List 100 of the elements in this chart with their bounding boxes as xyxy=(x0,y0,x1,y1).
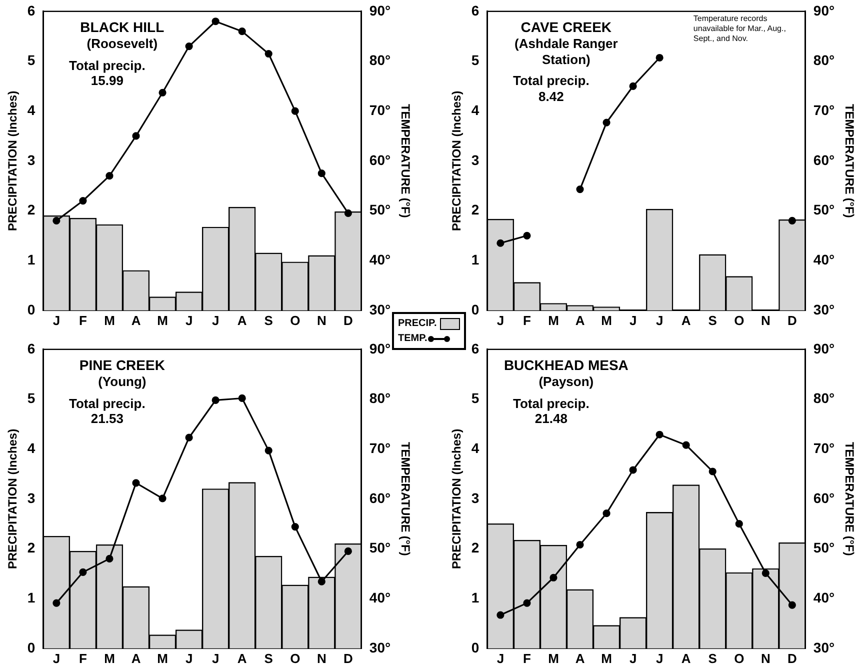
annotation: Total precip. 8.42 xyxy=(512,73,590,105)
y-axis-title: PRECIPITATION (Inches) xyxy=(6,428,20,570)
x-tick-label: J xyxy=(52,312,60,328)
y2-tick-label: 90° xyxy=(813,2,835,18)
y2-tick-label: 60° xyxy=(369,152,391,168)
y2-tick-label: 90° xyxy=(813,340,835,356)
y-axis-title: PRECIPITATION (Inches) xyxy=(450,428,464,570)
y-tick-label: 4 xyxy=(471,102,480,118)
y2-tick-label: 70° xyxy=(813,440,835,456)
x-tick-label: J xyxy=(212,650,220,666)
x-tick-label: J xyxy=(212,312,220,328)
y-tick-label: 2 xyxy=(471,540,480,556)
x-tick-label: D xyxy=(787,312,797,328)
y2-tick-label: 80° xyxy=(369,52,391,68)
point xyxy=(79,568,87,576)
y2-tick-label: 70° xyxy=(369,440,391,456)
point xyxy=(185,434,193,442)
text: BLACK HILL xyxy=(79,19,166,36)
x-tick-label: J xyxy=(629,312,637,328)
x-tick-label: A xyxy=(575,650,586,666)
y-tick-label: 2 xyxy=(27,202,36,218)
x-tick-label: A xyxy=(237,650,248,666)
y2-tick-label: 70° xyxy=(813,102,835,118)
point xyxy=(291,107,299,115)
y-tick-label: 1 xyxy=(471,589,480,606)
x-tick-label: F xyxy=(522,650,531,666)
point xyxy=(238,28,246,36)
x-tick-label: N xyxy=(316,650,326,666)
y2-tick-label: 60° xyxy=(813,490,835,506)
y-tick-label: 0 xyxy=(27,639,36,656)
x-tick-label: A xyxy=(681,312,692,328)
x-tick-label: O xyxy=(734,312,744,328)
point xyxy=(264,50,272,58)
point xyxy=(238,394,246,402)
y2-tick-label: 80° xyxy=(813,52,835,68)
y2-tick-label: 50° xyxy=(813,540,835,556)
y-tick-label: 3 xyxy=(471,490,480,506)
point xyxy=(602,510,610,518)
point xyxy=(523,599,531,607)
x-tick-label: O xyxy=(290,312,300,328)
point xyxy=(656,430,664,438)
point xyxy=(762,569,770,577)
point xyxy=(496,611,504,619)
text: BUCKHEAD MESA xyxy=(502,357,630,374)
y-tick-label: 0 xyxy=(27,301,36,318)
x-tick-label: J xyxy=(185,650,193,666)
x-tick-label: J xyxy=(496,650,504,666)
y-tick-label: 5 xyxy=(471,52,480,68)
y2-tick-label: 30° xyxy=(813,639,835,656)
y2-tick-label: 80° xyxy=(369,390,391,406)
x-tick-label: J xyxy=(52,650,60,666)
y2-tick-label: 40° xyxy=(813,589,835,606)
point xyxy=(656,54,664,62)
point xyxy=(523,232,531,240)
x-tick-label: M xyxy=(601,650,612,666)
point xyxy=(132,479,140,487)
point xyxy=(132,132,140,140)
text: (Payson) xyxy=(538,374,595,390)
x-tick-label: S xyxy=(264,650,274,666)
y-axis-title: PRECIPITATION (Inches) xyxy=(450,90,464,232)
y2-tick-label: 40° xyxy=(369,589,391,606)
point xyxy=(344,547,352,556)
annotation: Total precip. 15.99 xyxy=(68,58,146,89)
x-tick-label: F xyxy=(78,312,87,328)
y2-tick-label: 50° xyxy=(369,540,391,556)
point xyxy=(106,172,114,180)
y2-tick-label: 80° xyxy=(813,390,835,406)
y-tick-label: 0 xyxy=(471,301,480,318)
y-tick-label: 3 xyxy=(27,152,36,168)
y-tick-label: 1 xyxy=(471,251,480,268)
point xyxy=(52,599,60,607)
y2-tick-label: 30° xyxy=(369,639,391,656)
point xyxy=(788,216,796,224)
x-tick-label: M xyxy=(548,650,559,666)
point xyxy=(735,520,743,528)
x-tick-label: J xyxy=(496,312,504,328)
x-tick-label: D xyxy=(343,312,353,328)
x-tick-label: A xyxy=(131,312,142,328)
x-tick-label: D xyxy=(343,650,353,666)
y2-tick-label: 50° xyxy=(369,202,391,218)
x-tick-label: S xyxy=(264,312,274,328)
text: (Roosevelt) xyxy=(86,36,159,52)
legend-label: PRECIP. xyxy=(398,318,437,329)
y-tick-label: 1 xyxy=(27,251,36,268)
y-tick-label: 4 xyxy=(27,440,36,456)
x-tick-label: M xyxy=(548,312,559,328)
y2-axis-title: TEMPERATURE (°F) xyxy=(398,104,412,218)
x-tick-label: N xyxy=(316,312,326,328)
x-tick-label: O xyxy=(290,650,300,666)
point xyxy=(708,468,716,476)
y2-axis-title: TEMPERATURE (°F) xyxy=(398,442,412,556)
y-tick-label: 6 xyxy=(471,2,480,18)
point xyxy=(344,209,352,218)
point xyxy=(576,540,584,549)
point xyxy=(550,574,558,582)
y2-tick-label: 90° xyxy=(369,340,391,356)
point xyxy=(496,239,504,247)
y-tick-label: 6 xyxy=(27,2,36,18)
x-tick-label: S xyxy=(708,650,718,666)
y2-axis-title: TEMPERATURE (°F) xyxy=(842,104,856,218)
